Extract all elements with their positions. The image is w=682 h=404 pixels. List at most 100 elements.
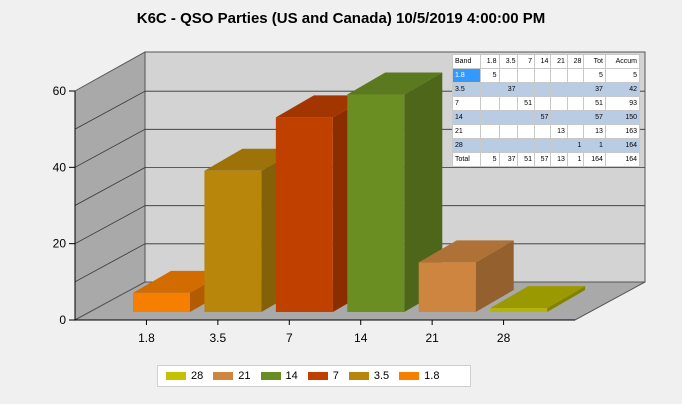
- legend-label: 14: [285, 370, 298, 382]
- gridline-side: [74, 128, 146, 168]
- legend-swatch: [348, 372, 369, 380]
- table-cell: 51: [517, 152, 535, 167]
- table-cell: 163: [604, 124, 641, 139]
- gridline-side: [74, 90, 146, 130]
- chart-title: K6C - QSO Parties (US and Canada) 10/5/2…: [136, 10, 546, 27]
- table-cell: [550, 68, 568, 83]
- table-row: 28 1 1 164: [452, 138, 641, 153]
- table-cell: [517, 110, 535, 125]
- chart-left-wall: [74, 51, 146, 321]
- table-cell: [550, 110, 568, 125]
- table-cell: 13: [550, 152, 568, 167]
- table-cell: 1: [566, 152, 585, 167]
- table-cell: [498, 110, 519, 125]
- x-tick-label: 3.5: [210, 331, 227, 345]
- table-cell: 28: [452, 138, 481, 153]
- table-cell: 1: [566, 138, 585, 153]
- table-cell: 164: [604, 138, 641, 153]
- table-cell: Total: [452, 152, 481, 167]
- table-cell: 5: [479, 152, 500, 167]
- table-cell: [498, 124, 519, 139]
- table-cell: Band: [452, 54, 481, 69]
- table-cell: 37: [583, 82, 606, 97]
- table-cell: 37: [498, 82, 519, 97]
- bar-top-face: [347, 72, 443, 95]
- bar-top-face: [275, 95, 371, 118]
- bar-top-face: [204, 148, 300, 171]
- legend-item: 28: [166, 370, 203, 382]
- table-cell: [498, 96, 519, 111]
- table-cell: 21: [452, 124, 481, 139]
- table-cell: 14: [533, 54, 552, 69]
- bar-28: [490, 286, 586, 312]
- table-row: 21 13 13 163: [452, 124, 641, 139]
- y-tick-label: 60: [53, 84, 67, 98]
- table-cell: 13: [550, 124, 568, 139]
- bar-front-face: [275, 117, 333, 312]
- table-cell: [533, 68, 552, 83]
- table-row: 7 51 51 93: [452, 96, 641, 111]
- gridline-side: [74, 243, 146, 283]
- table-cell: 3.5: [498, 54, 519, 69]
- table-cell: 150: [604, 110, 641, 125]
- bar-side-face: [547, 286, 586, 312]
- table-cell: 7: [452, 96, 481, 111]
- table-cell: 7: [517, 54, 535, 69]
- bar-front-face: [347, 94, 405, 312]
- table-cell: 57: [583, 110, 606, 125]
- bar-top-face: [418, 240, 514, 263]
- table-cell: [566, 96, 585, 111]
- bar-21: [418, 240, 514, 312]
- legend-item: 14: [260, 370, 298, 382]
- table-cell: [479, 110, 500, 125]
- legend-item: 3.5: [348, 370, 389, 382]
- table-cell: 21: [550, 54, 568, 69]
- table-cell: 164: [583, 152, 606, 167]
- table-cell: [517, 124, 535, 139]
- chart-axes: [69, 90, 575, 325]
- bar-front-face: [418, 262, 476, 312]
- bar-side-face: [475, 240, 514, 312]
- x-tick-label: 1.8: [138, 331, 155, 345]
- table-cell: Accum: [604, 54, 641, 69]
- table-cell: [566, 82, 585, 97]
- table-cell: [517, 68, 535, 83]
- table-cell: 51: [583, 96, 606, 111]
- table-cell: 164: [604, 152, 641, 167]
- table-row: Band 1.8 3.5 7 14 21 28 Tot Accum: [452, 54, 641, 69]
- table-cell: [550, 96, 568, 111]
- legend-item: 7: [307, 370, 339, 382]
- table-cell: 13: [583, 124, 606, 139]
- bar-14: [347, 72, 443, 312]
- table-cell: [517, 82, 535, 97]
- table-cell: 51: [517, 96, 535, 111]
- table-cell: 1: [583, 138, 606, 153]
- table-cell: [550, 82, 568, 97]
- bar-side-face: [404, 72, 443, 312]
- table-cell: [479, 138, 500, 153]
- legend-swatch: [399, 372, 420, 380]
- y-tick-label: 20: [53, 237, 67, 251]
- table-cell: 3.5: [452, 82, 481, 97]
- bar-front-face: [204, 170, 262, 312]
- band-summary-table: Band 1.8 3.5 7 14 21 28 Tot Accum 1.8 5 5 5 3.5 37 37 42…: [452, 54, 641, 167]
- legend-swatch: [213, 372, 234, 380]
- legend-label: 28: [191, 370, 204, 382]
- chart-bars: [133, 72, 586, 312]
- chart-legend: 28 21 14 7 3.5 1.8: [157, 365, 471, 387]
- legend-swatch: [260, 372, 281, 380]
- bar-front-face: [133, 292, 190, 312]
- table-cell: 1.8: [452, 68, 481, 83]
- table-cell: [566, 68, 585, 83]
- y-tick-label: 40: [53, 160, 67, 174]
- legend-label: 7: [332, 370, 339, 382]
- table-cell: 5: [604, 68, 641, 83]
- x-tick-label: 21: [425, 331, 439, 345]
- table-cell: [533, 82, 552, 97]
- table-row: 1.8 5 5 5: [452, 68, 641, 83]
- table-cell: [533, 124, 552, 139]
- bar-front-face: [490, 308, 548, 312]
- table-cell: [550, 138, 568, 153]
- table-cell: [566, 110, 585, 125]
- table-row: 3.5 37 37 42: [452, 82, 641, 97]
